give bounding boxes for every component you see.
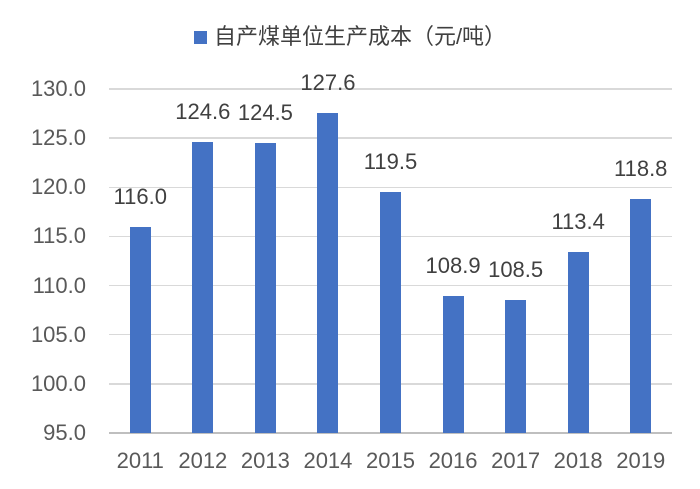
y-axis-tick-label: 105.0	[30, 321, 86, 347]
gridline	[109, 88, 672, 90]
bar-value-label: 116.0	[113, 183, 167, 209]
bar	[380, 192, 401, 433]
legend: 自产煤单位生产成本（元/吨）	[0, 24, 700, 50]
bar-value-label: 119.5	[363, 149, 418, 175]
x-axis-line	[109, 432, 672, 434]
y-axis-tick-label: 125.0	[30, 125, 86, 151]
x-axis-tick-label: 2017	[491, 448, 541, 473]
bar	[442, 296, 464, 433]
legend-series-label: 自产煤单位生产成本（元/吨）	[213, 24, 507, 49]
bar-value-label: 113.4	[551, 209, 605, 235]
bar	[129, 226, 151, 433]
bar-value-label: 108.5	[488, 257, 544, 283]
bar	[567, 252, 589, 433]
y-axis-tick-label: 115.0	[32, 223, 86, 249]
bar	[630, 199, 652, 433]
x-axis-tick-label: 2013	[240, 448, 290, 473]
bar-value-label: 108.9	[425, 253, 481, 279]
gridline	[109, 186, 672, 189]
bar	[192, 142, 214, 433]
bar-value-label: 118.8	[614, 156, 668, 182]
bar	[254, 143, 276, 433]
bar-value-label: 127.6	[300, 69, 356, 95]
y-axis-tick-label: 95.0	[43, 420, 86, 445]
gridline	[109, 137, 672, 139]
x-axis-tick-label: 2012	[178, 448, 228, 473]
x-axis-tick-label: 2016	[428, 448, 478, 473]
bar	[317, 112, 339, 433]
legend-marker-square-icon	[193, 30, 207, 44]
x-axis-tick-label: 2015	[366, 448, 415, 473]
bar-value-label: 124.5	[237, 100, 293, 126]
y-axis-tick-label: 110.0	[32, 272, 86, 298]
x-axis-tick-label: 2011	[116, 448, 164, 473]
y-axis-tick-label: 100.0	[30, 370, 86, 396]
bar-value-label: 124.6	[175, 99, 231, 125]
y-axis-tick-label: 130.0	[30, 76, 86, 101]
x-axis-tick-label: 2019	[616, 448, 666, 473]
x-axis-tick-label: 2018	[553, 448, 603, 473]
x-axis-tick-label: 2014	[303, 448, 353, 473]
y-axis-tick-label: 120.0	[30, 174, 86, 200]
bar	[505, 300, 527, 433]
